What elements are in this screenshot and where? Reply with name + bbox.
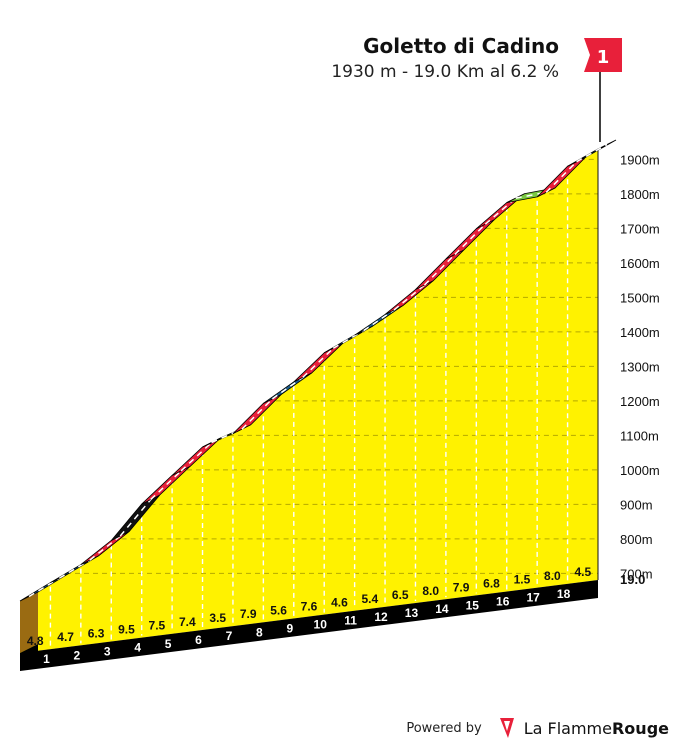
y-tick-label: 1600m <box>620 256 660 271</box>
y-tick-label: 1800m <box>620 187 660 202</box>
climb-name: Goletto di Cadino <box>363 34 559 58</box>
km-tick-label: 18 <box>557 587 571 601</box>
band-centerline <box>28 577 60 598</box>
km-tick-label: 16 <box>496 595 510 609</box>
km-tick-label: 7 <box>226 629 233 643</box>
km-tick-label: 11 <box>344 614 357 628</box>
band-centerline <box>302 347 334 378</box>
gradient-label: 8.0 <box>544 569 561 583</box>
band-centerline <box>545 161 578 193</box>
band-centerline <box>241 398 273 430</box>
gradient-label: 4.7 <box>57 630 74 644</box>
brand-name-bold: Rouge <box>611 718 669 738</box>
band-centerline <box>180 441 213 472</box>
gradient-label: 6.8 <box>483 576 500 590</box>
km-tick-label: 1 <box>43 652 50 666</box>
km-tick-label: 10 <box>314 618 328 632</box>
summit-flag <box>584 38 622 72</box>
powered-by-label: Powered by <box>406 720 482 736</box>
gradient-label: 4.8 <box>27 634 44 648</box>
band-centerline <box>150 470 182 501</box>
y-tick-label: 1200m <box>620 394 660 409</box>
gradient-label: 7.9 <box>453 580 470 594</box>
km-tick-label: 3 <box>104 644 111 658</box>
km-tick-label: 6 <box>195 633 202 647</box>
y-tick-label: 1700m <box>620 221 660 236</box>
gradient-label: 5.6 <box>270 603 287 617</box>
band-centerline <box>119 499 152 537</box>
gradient-label: 5.4 <box>361 592 378 606</box>
y-tick-label: 800m <box>620 532 653 547</box>
footer: Powered by La FlammeRouge <box>406 717 669 739</box>
km-tick-label: 4 <box>134 641 141 655</box>
band-centerline <box>332 330 365 349</box>
km-tick-label: 14 <box>435 602 449 616</box>
km-tick-label: 13 <box>405 606 419 620</box>
flame-logo-icon <box>499 718 514 738</box>
climb-summary: 1930 m - 19.0 Km al 6.2 % <box>331 62 559 82</box>
gradient-label: 4.6 <box>331 596 348 610</box>
flag-number: 1 <box>597 47 610 68</box>
band-centerline <box>576 143 608 163</box>
band-centerline <box>454 223 486 255</box>
km-tick-label: 15 <box>466 598 480 612</box>
profile-side <box>20 592 38 653</box>
gradient-label: 7.6 <box>301 600 318 614</box>
gradient-label: 9.5 <box>118 623 135 637</box>
profile-fill <box>20 149 598 653</box>
km-tick-label: 2 <box>73 648 80 662</box>
gradient-label: 7.5 <box>149 619 166 633</box>
band-centerline <box>59 559 91 579</box>
y-tick-label: 1100m <box>620 428 659 443</box>
y-tick-label: 900m <box>620 497 653 512</box>
gradient-label: 1.5 <box>514 573 531 587</box>
km-tick-label: 8 <box>256 625 263 639</box>
y-tick-label: 1300m <box>620 359 660 374</box>
band-centerline <box>484 197 517 225</box>
y-tick-label: 700m <box>620 566 653 581</box>
y-tick-label: 1400m <box>620 325 660 340</box>
y-tick-label: 1500m <box>620 290 660 305</box>
y-tick-label: 1900m <box>620 152 660 167</box>
gradient-label: 6.3 <box>88 626 105 640</box>
km-tick-label: 9 <box>286 621 293 635</box>
base-bar <box>20 580 598 671</box>
brand-name-light: La Flamme <box>523 718 612 738</box>
gradient-label: 7.9 <box>240 607 257 621</box>
gradient-label: 3.5 <box>209 611 226 625</box>
band-centerline <box>423 253 456 286</box>
brand-name: La FlammeRouge <box>524 719 669 738</box>
km-tick-label: 17 <box>526 591 540 605</box>
gradient-label: 6.5 <box>392 588 409 602</box>
km-tick-label: 5 <box>165 637 172 651</box>
y-tick-label: 1000m <box>620 463 660 478</box>
gradient-label: 4.5 <box>574 565 591 579</box>
gradient-label: 8.0 <box>422 584 439 598</box>
gradient-label: 7.4 <box>179 615 196 629</box>
total-distance-label: 19.0 <box>620 572 645 587</box>
km-tick-label: 12 <box>374 610 388 624</box>
